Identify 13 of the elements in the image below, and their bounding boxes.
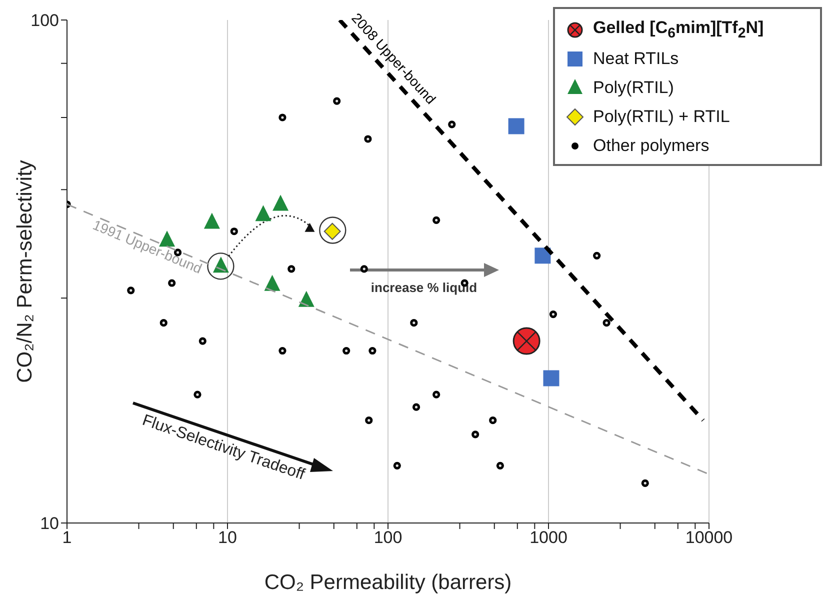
x-tick-label: 1 (62, 528, 72, 548)
x-tick-label: 10 (218, 528, 237, 548)
legend-label: Other polymers (593, 136, 710, 156)
x-tick-label: 1000 (530, 528, 568, 548)
x-tick-label: 10000 (685, 528, 733, 548)
y-axis-title: CO₂/N₂ Perm-selectivity (14, 160, 37, 383)
x-axis-title: CO₂ Permeability (barrers) (264, 571, 512, 594)
annotation: increase % liquid (370, 280, 478, 295)
x-tick-label: 100 (374, 528, 402, 548)
legend-label: Neat RTILs (593, 48, 679, 68)
legend-label: Gelled [C$_{6}$mim][Tf$_{2}$N] (593, 18, 764, 42)
legend-label: Poly(RTIL) + RTIL (593, 106, 730, 126)
legend-label: Poly(RTIL) (593, 78, 674, 98)
